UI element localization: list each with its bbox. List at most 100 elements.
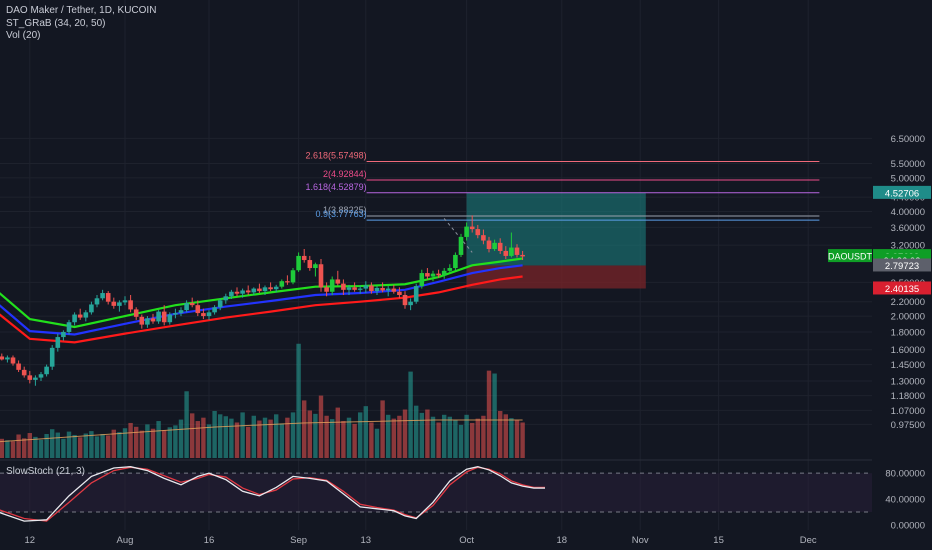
price-tick-label: 5.00000 xyxy=(891,173,925,184)
price-tag xyxy=(873,185,931,199)
stoch-legend[interactable]: SlowStoch (21, 3) xyxy=(6,466,85,477)
candle-body xyxy=(318,264,324,288)
price-axis-bg[interactable] xyxy=(872,0,932,550)
stoch-tick-label: 80.00000 xyxy=(885,469,925,480)
candle-body xyxy=(441,270,447,276)
candle-body xyxy=(447,268,453,271)
candle-body xyxy=(83,312,89,318)
volume-bar xyxy=(346,417,352,458)
volume-bar xyxy=(302,400,307,458)
volume-bar xyxy=(503,414,508,458)
volume-bar xyxy=(38,439,44,458)
candle-body xyxy=(341,283,346,290)
volume-bar xyxy=(240,412,245,458)
time-tick-label: 18 xyxy=(557,535,568,546)
volume-bar xyxy=(391,418,396,458)
band-green xyxy=(0,257,523,329)
candle-body xyxy=(425,273,430,277)
candle-body xyxy=(38,374,44,378)
volume-bar xyxy=(430,416,436,458)
volume-bar xyxy=(296,343,301,458)
symbol-tag[interactable] xyxy=(828,249,872,263)
candle-body xyxy=(486,240,492,250)
candle-body xyxy=(257,288,262,292)
time-tick-label: 15 xyxy=(713,535,724,546)
volume-bar xyxy=(279,423,284,458)
candle-body xyxy=(262,287,268,292)
fib-level-label: 0.9(3.77763) xyxy=(316,209,367,219)
candle-body xyxy=(514,247,520,255)
stoch-band xyxy=(0,473,872,513)
position-zones[interactable] xyxy=(466,192,646,289)
fib-level-label: 2(4.92844) xyxy=(323,169,367,179)
time-axis-bg[interactable] xyxy=(0,530,932,550)
volume-bar xyxy=(475,418,480,458)
fib-extension[interactable]: 2.618(5.57498) 2(4.92844) 1.618(4.52879) 1(… xyxy=(306,150,820,253)
candle-body xyxy=(357,288,363,290)
volume-bar xyxy=(386,414,391,458)
volume-bar xyxy=(61,438,66,458)
candle-body xyxy=(369,285,374,292)
volume-bars xyxy=(0,343,525,458)
price-tick-label: 1.45000 xyxy=(891,360,925,371)
price-tick-label: 6.50000 xyxy=(891,134,925,145)
symbol-title[interactable]: DAO Maker / Tether, 1D, KUCOIN xyxy=(6,5,157,16)
price-tag xyxy=(873,281,931,295)
volume-bar xyxy=(10,441,16,458)
symbol-tag-label: DAOUSDT xyxy=(828,252,873,262)
volume-bar xyxy=(498,410,503,458)
price-tick-label: 1.07000 xyxy=(891,406,925,417)
volume-bar xyxy=(425,409,430,458)
volume-bar xyxy=(117,432,122,458)
volume-bar xyxy=(22,438,27,458)
price-tick-label: 2.20000 xyxy=(891,297,925,308)
volume-bar xyxy=(274,414,279,458)
volume-bar xyxy=(464,414,469,458)
candle-body xyxy=(27,375,33,380)
volume-bar xyxy=(397,415,402,458)
stoch-k-line xyxy=(0,466,545,522)
price-tick-label: 0.97500 xyxy=(891,420,925,431)
price-tick-label: 3.60000 xyxy=(891,223,925,234)
candle-body xyxy=(178,310,184,314)
candle-body xyxy=(503,250,509,256)
candle-body xyxy=(268,287,273,290)
volume-legend[interactable]: Vol (20) xyxy=(6,30,41,41)
volume-bar xyxy=(380,400,385,458)
candle-body xyxy=(156,311,161,322)
candle-body xyxy=(481,235,486,241)
time-tick-label: Aug xyxy=(117,535,134,546)
price-tick-label: 1.18000 xyxy=(891,391,925,402)
grab-bands xyxy=(0,257,523,344)
volume-bar xyxy=(167,427,172,458)
candle-body xyxy=(217,300,223,308)
volume-bar xyxy=(139,430,144,458)
candle-body xyxy=(139,316,145,325)
volume-bar xyxy=(100,434,105,458)
candle-body xyxy=(475,229,481,236)
candle-body xyxy=(520,254,525,257)
fib-level-label: 1.618(4.52879) xyxy=(306,182,367,192)
candle-body xyxy=(212,307,217,313)
fib-trend-line[interactable] xyxy=(443,218,473,253)
profit-zone[interactable] xyxy=(466,192,646,266)
volume-bar xyxy=(173,425,178,458)
candle-body xyxy=(0,356,5,360)
volume-bar xyxy=(458,424,464,458)
candle-body xyxy=(167,314,173,323)
candle-body xyxy=(33,377,38,380)
volume-bar xyxy=(318,395,324,458)
candle-body xyxy=(206,312,212,317)
candle-body xyxy=(436,273,441,276)
volume-bar xyxy=(33,436,38,458)
volume-bar xyxy=(307,410,312,458)
stop-zone[interactable] xyxy=(466,265,646,289)
volume-bar xyxy=(89,431,94,458)
volume-bar xyxy=(50,429,55,458)
volume-bar xyxy=(486,370,492,458)
price-tick-label: 4.00000 xyxy=(891,207,925,218)
volume-bar xyxy=(5,440,10,458)
indicator-legend[interactable]: ST_GRaB (34, 20, 50) xyxy=(6,18,106,29)
